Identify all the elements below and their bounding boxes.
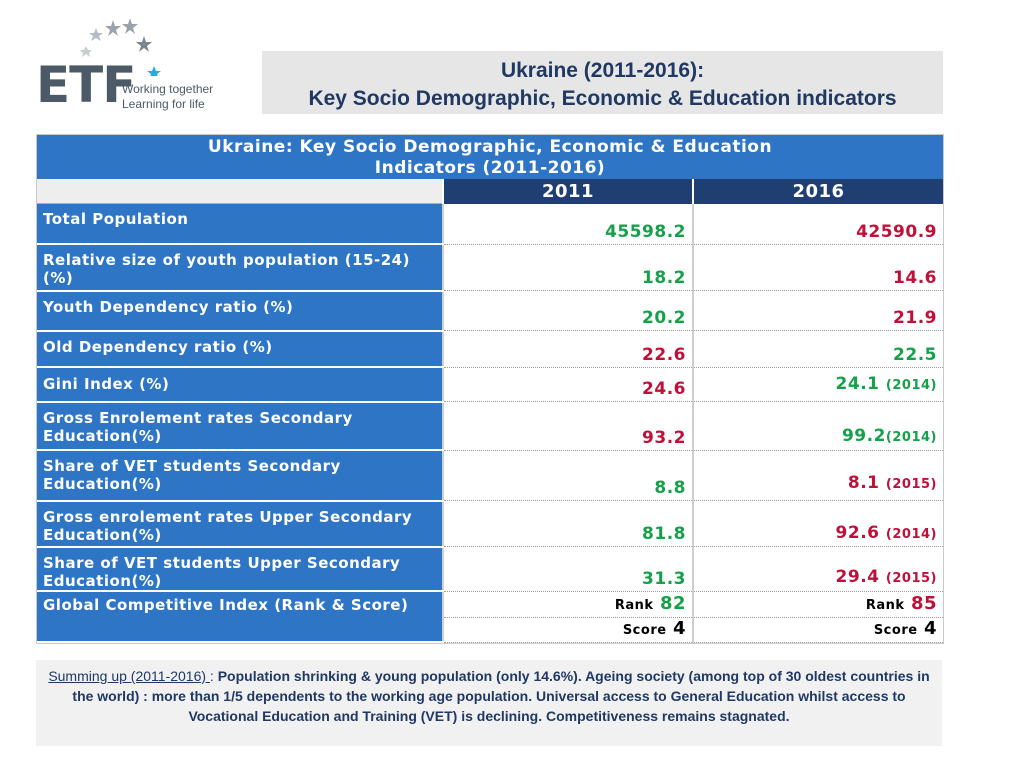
- row-label: Gross Enrolement rates Secondary Educati…: [37, 401, 443, 452]
- value-2011: 24.6: [442, 367, 693, 403]
- year-2011-header: 2011: [442, 179, 693, 204]
- value-2011: 81.8: [442, 500, 693, 548]
- logo-tagline: Working together Learning for life: [122, 82, 213, 112]
- etf-wordmark: ETF: [36, 56, 136, 114]
- value-2011: 18.2: [442, 244, 693, 292]
- summary-text: Population shrinking & young population …: [72, 668, 930, 724]
- row-label: Global Competitive Index (Rank & Score): [37, 591, 443, 643]
- row-label: Gross enrolement rates Upper Secondary E…: [37, 500, 443, 548]
- year-2016-header: 2016: [692, 179, 943, 204]
- value-2016-cell: 29.4 (2015): [692, 546, 943, 592]
- table-row: Gross enrolement rates Upper Secondary E…: [37, 500, 943, 548]
- table-row: Gini Index (%) 24.6 24.1 (2014): [37, 367, 943, 403]
- value-2016-cell: 92.6 (2014): [692, 500, 943, 548]
- row-label: Relative size of youth population (15-24…: [37, 244, 443, 292]
- summary-colon: :: [209, 668, 218, 684]
- value-2016: 22.5: [692, 330, 943, 368]
- rank-label: Rank: [614, 598, 654, 614]
- value-2016: 8.1: [847, 472, 880, 493]
- gci-rank-2011-cell: Rank 82: [442, 591, 693, 619]
- row-label: Youth Dependency ratio (%): [37, 290, 443, 332]
- gci-score-2011-cell: Score 4: [442, 617, 693, 643]
- row-label: Share of VET students Upper Secondary Ed…: [37, 546, 443, 593]
- title-line-1: Ukraine (2011-2016):: [500, 59, 705, 82]
- year-note: (2015): [885, 571, 937, 587]
- gci-rank-2016-cell: Rank 85: [692, 591, 943, 619]
- value-2011: 93.2: [442, 401, 693, 451]
- value-2016: 21.9: [692, 290, 943, 332]
- table-title: Ukraine: Key Socio Demographic, Economic…: [37, 135, 943, 180]
- value-2016-cell: 8.1 (2015): [692, 450, 943, 502]
- title-line-2: Key Socio Demographic, Economic & Educat…: [308, 87, 897, 110]
- value-2016-cell: 99.2(2014): [692, 401, 943, 451]
- summary-box: Summing up (2011-2016) : Population shri…: [36, 660, 942, 746]
- year-note: (2014): [885, 430, 937, 446]
- table-row: Gross Enrolement rates Secondary Educati…: [37, 401, 943, 452]
- table-title-line-1: Ukraine: Key Socio Demographic, Economic…: [207, 137, 773, 158]
- value-2016: 92.6: [835, 523, 880, 544]
- etf-logo: ETF Working together Learning for life: [34, 16, 214, 116]
- value-2011: 8.8: [442, 450, 693, 502]
- header-blank-cell: [37, 179, 443, 205]
- year-note: (2015): [885, 476, 937, 492]
- summary-lead: Summing up (2011-2016): [48, 668, 210, 684]
- value-2016: 42590.9: [692, 203, 943, 245]
- table-row: Youth Dependency ratio (%) 20.2 21.9: [37, 290, 943, 332]
- score-label: Score: [622, 623, 667, 639]
- row-label: Old Dependency ratio (%): [37, 330, 443, 369]
- gci-score-2016-cell: Score 4: [692, 617, 943, 643]
- table-row: Total Population 45598.2 42590.9: [37, 203, 943, 246]
- table-row: Relative size of youth population (15-24…: [37, 244, 943, 292]
- score-2011: 4: [672, 618, 686, 640]
- table-title-line-2: Indicators (2011-2016): [374, 158, 606, 179]
- table-row-gci-rank: Global Competitive Index (Rank & Score) …: [37, 591, 943, 643]
- value-2016: 14.6: [692, 244, 943, 292]
- row-label: Total Population: [37, 203, 443, 246]
- stars-icon: [80, 18, 161, 76]
- page-title: Ukraine (2011-2016): Key Socio Demograph…: [262, 51, 943, 114]
- value-2011: 20.2: [442, 290, 693, 332]
- table-row: Share of VET students Secondary Educatio…: [37, 450, 943, 502]
- value-2011: 31.3: [442, 546, 693, 592]
- row-label: Gini Index (%): [37, 367, 443, 403]
- value-2016-cell: 24.1 (2014): [692, 367, 943, 403]
- value-2016: 24.1: [835, 373, 880, 394]
- year-note: (2014): [885, 377, 937, 393]
- table-row-gci-score: Score 4 Score 4: [37, 617, 943, 643]
- year-note: (2014): [885, 527, 937, 543]
- table-row: Old Dependency ratio (%) 22.6 22.5: [37, 330, 943, 369]
- score-label: Score: [873, 623, 918, 639]
- value-2016: 29.4: [835, 567, 880, 588]
- value-2011: 45598.2: [442, 203, 693, 245]
- value-2016: 99.2: [841, 426, 886, 447]
- rank-2011: 82: [659, 593, 686, 615]
- rank-2016: 85: [910, 593, 937, 615]
- tagline-line-2: Learning for life: [122, 97, 205, 111]
- indicators-table: Ukraine: Key Socio Demographic, Economic…: [36, 134, 944, 644]
- score-2016: 4: [923, 618, 937, 640]
- value-2011: 22.6: [442, 330, 693, 368]
- row-label: Share of VET students Secondary Educatio…: [37, 450, 443, 502]
- table-row: Share of VET students Upper Secondary Ed…: [37, 546, 943, 593]
- rank-label: Rank: [865, 598, 905, 614]
- tagline-line-1: Working together: [122, 82, 214, 96]
